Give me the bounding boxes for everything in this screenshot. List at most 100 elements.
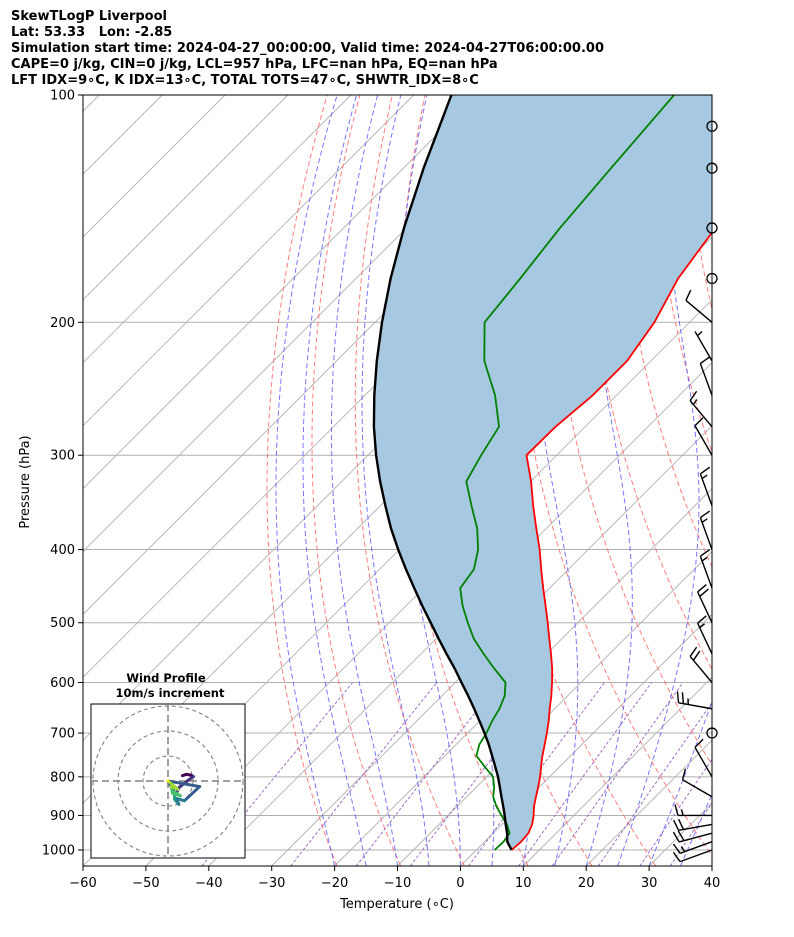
- calm-circle: [706, 272, 718, 285]
- wind-barb: [699, 549, 713, 589]
- x-tick-label: 10: [515, 876, 532, 891]
- barb-staff: [699, 517, 713, 550]
- x-tick-label: −10: [384, 876, 411, 891]
- barb-full: [681, 692, 685, 704]
- isotherm-line: [460, 613, 712, 866]
- moist-adiabat: [711, 864, 712, 866]
- isotherm-line: [334, 487, 712, 866]
- cape-cin-area: [373, 95, 712, 850]
- barb-full: [676, 691, 680, 703]
- y-tick-label: 800: [50, 770, 75, 785]
- barb-half: [692, 399, 698, 405]
- wind-barb: [694, 738, 713, 778]
- hodograph-trace: [166, 772, 202, 806]
- barb-full: [697, 584, 707, 593]
- isotherm-line: [271, 425, 712, 866]
- barb-full: [672, 851, 681, 863]
- barb-full: [697, 615, 707, 624]
- chart-header: SkewTLogP Liverpool Lat: 53.33 Lon: -2.8…: [11, 9, 604, 89]
- wind-barb: [706, 272, 718, 285]
- y-tick-label: 400: [50, 543, 75, 558]
- mixing-ratio-line: [598, 701, 712, 866]
- barb-staff: [689, 656, 713, 683]
- barb-full: [677, 818, 685, 830]
- calm-circle: [706, 727, 718, 739]
- barb-full: [689, 646, 698, 657]
- wind-barb: [706, 727, 718, 739]
- barb-full: [694, 417, 704, 427]
- dry-adiabat: [718, 95, 794, 866]
- dry-adiabat: [619, 95, 712, 569]
- y-tick-label: 300: [50, 449, 75, 464]
- barb-staff: [694, 747, 713, 778]
- indices-text: LFT IDX=9∘C, K IDX=13∘C, TOTAL TOTS=47∘C…: [11, 73, 479, 88]
- moist-adiabat: [680, 793, 712, 866]
- barb-full: [694, 738, 704, 748]
- barb-staff: [696, 622, 713, 655]
- wind-barb: [672, 849, 713, 863]
- barb-half: [701, 518, 708, 523]
- barb-full: [672, 831, 680, 843]
- moist-adiabat: [361, 95, 430, 866]
- barb-full: [677, 830, 685, 842]
- wind-barb: [674, 804, 712, 817]
- isotherm-line: [83, 95, 289, 301]
- barb-staff: [699, 473, 713, 507]
- x-tick-label: −60: [69, 876, 96, 891]
- x-tick-label: 40: [704, 876, 721, 891]
- wind-barb: [689, 390, 713, 428]
- barb-half: [697, 330, 703, 337]
- x-tick-label: −40: [195, 876, 222, 891]
- x-axis-ticks: −60 −50 −40 −30 −20 −10 0 10 20 30 40: [69, 866, 720, 891]
- moist-adiabat: [331, 95, 398, 866]
- moist-adiabat: [617, 95, 700, 866]
- barb-half: [680, 846, 686, 853]
- moist-adiabat: [275, 95, 338, 866]
- wind-barb: [699, 466, 713, 507]
- wind-barb: [706, 120, 718, 132]
- wind-barb: [706, 222, 718, 234]
- y-tick-label: 200: [50, 316, 75, 331]
- temperature-line: [511, 230, 712, 851]
- moist-adiabat: [585, 95, 633, 866]
- wind-barb: [689, 646, 713, 683]
- mixing-ratio-line: [551, 682, 684, 866]
- wind-barb: [694, 330, 713, 362]
- x-tick-label: 20: [578, 876, 595, 891]
- barb-half: [680, 809, 684, 816]
- y-tick-label: 700: [50, 727, 75, 742]
- wind-barb: [696, 584, 713, 624]
- barb-full: [685, 289, 692, 301]
- barb-staff: [679, 841, 713, 854]
- isotherm-line: [711, 865, 712, 866]
- stability-text: CAPE=0 j/kg, CIN=0 j/kg, LCL=957 hPa, LF…: [11, 57, 498, 72]
- moist-adiabat: [648, 699, 712, 866]
- wind-barb: [673, 818, 713, 832]
- location-text: Lat: 53.33 Lon: -2.85: [11, 25, 173, 40]
- x-axis-label: Temperature (∘C): [339, 897, 454, 912]
- calm-circle: [706, 162, 718, 174]
- x-tick-label: 0: [456, 876, 464, 891]
- wind-barb: [699, 356, 713, 396]
- barb-full: [681, 768, 687, 780]
- mixing-ratio-line: [518, 682, 652, 866]
- barb-half: [701, 474, 708, 480]
- wind-barb: [681, 768, 713, 798]
- barb-full: [674, 804, 679, 816]
- x-tick-label: 30: [641, 876, 658, 891]
- barb-full: [673, 819, 680, 831]
- y-tick-label: 500: [50, 616, 75, 631]
- parcel-line: [372, 95, 513, 851]
- time-text: Simulation start time: 2024-04-27_00:00:…: [11, 41, 604, 56]
- y-tick-label: 600: [50, 676, 75, 691]
- barb-staff: [685, 299, 713, 323]
- isotherm-line: [83, 95, 352, 364]
- dry-adiabat: [584, 95, 712, 671]
- wind-barb: [685, 289, 713, 323]
- y-tick-label: 1000: [42, 844, 75, 859]
- inset-title: Wind Profile: [126, 671, 206, 685]
- wind-barbs: [672, 120, 718, 863]
- x-tick-label: −30: [258, 876, 285, 891]
- profile-lines: [372, 95, 712, 851]
